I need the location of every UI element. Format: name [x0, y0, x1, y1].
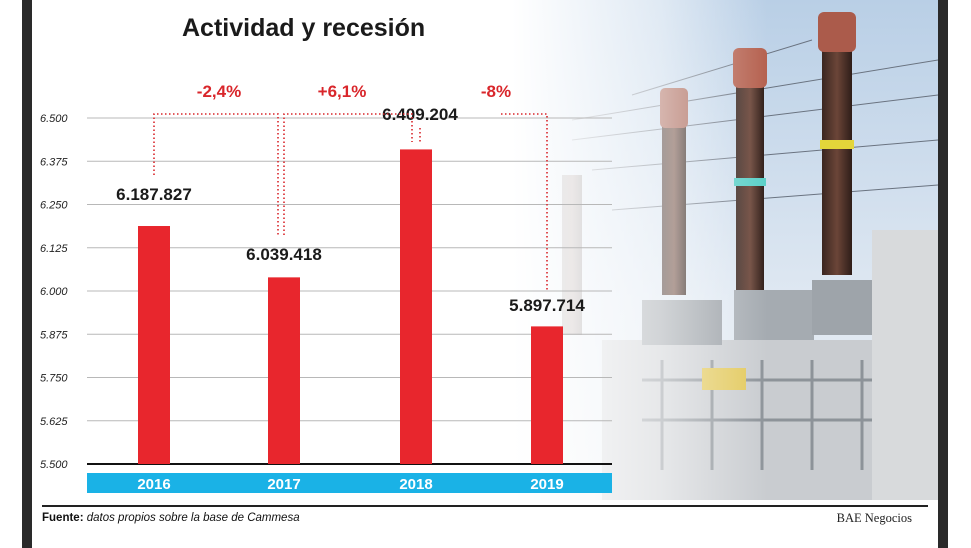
source-note: Fuente: datos propios sobre la base de C…	[42, 512, 300, 524]
bar	[268, 277, 300, 464]
change-connector	[501, 113, 548, 290]
data-label: 6.039.418	[246, 245, 322, 264]
change-label: -2,4%	[197, 82, 241, 101]
substation-photo	[512, 0, 938, 500]
chart-title: Actividad y recesión	[182, 14, 426, 42]
chart-panel: 5.500 5.625 5.750 5.875 6.000 6.125 6.250 6.375…	[32, 0, 938, 536]
y-tick-label: 6.125	[40, 243, 68, 255]
change-label: -8%	[481, 82, 511, 101]
data-label: 5.897.714	[509, 296, 585, 315]
y-tick-label: 6.375	[40, 156, 68, 168]
y-tick-label: 6.500	[40, 113, 68, 125]
x-tick-label: 2016	[137, 476, 170, 493]
x-tick-label: 2018	[399, 476, 432, 493]
change-label: +6,1%	[318, 82, 367, 101]
change-connector	[283, 113, 413, 235]
source-text: datos propios sobre la base de Cammesa	[86, 512, 300, 524]
x-tick-label: 2017	[267, 476, 300, 493]
x-axis-band	[87, 473, 612, 493]
footer-divider	[42, 505, 928, 507]
right-border	[938, 0, 948, 548]
source-label: Fuente:	[42, 512, 84, 524]
y-tick-label: 5.875	[40, 329, 68, 341]
change-connector	[153, 113, 279, 235]
y-tick-label: 6.000	[40, 286, 68, 298]
bar	[138, 226, 170, 464]
bar-chart: 5.500 5.625 5.750 5.875 6.000 6.125 6.250 6.375…	[40, 82, 612, 493]
x-tick-label: 2019	[530, 476, 563, 493]
y-tick-label: 5.750	[40, 373, 68, 385]
left-border	[22, 0, 32, 548]
brand-credit: BAE Negocios	[836, 511, 912, 525]
data-label: 6.187.827	[116, 185, 192, 204]
y-tick-label: 5.500	[40, 459, 68, 471]
data-label: 6.409.204	[382, 105, 458, 124]
bar	[400, 149, 432, 465]
y-tick-label: 5.625	[40, 416, 68, 428]
bar	[531, 326, 563, 464]
y-tick-label: 6.250	[40, 200, 68, 212]
